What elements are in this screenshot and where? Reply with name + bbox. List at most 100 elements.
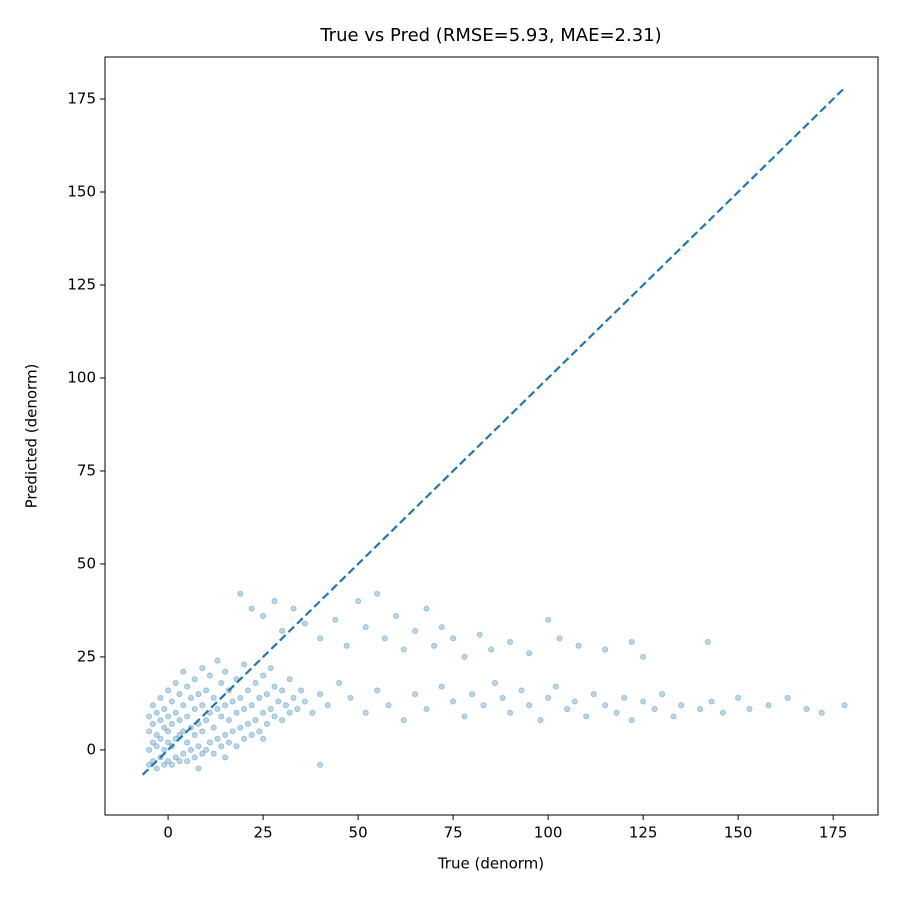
scatter-point: [184, 758, 191, 765]
scatter-point: [161, 705, 168, 712]
y-tick-label: 150: [67, 183, 96, 201]
scatter-point: [491, 679, 498, 686]
scatter-point: [176, 758, 183, 765]
scatter-point: [222, 668, 229, 675]
scatter-point: [704, 639, 711, 646]
scatter-point: [149, 702, 156, 709]
scatter-point: [286, 676, 293, 683]
scatter-point: [161, 724, 168, 731]
scatter-point: [222, 702, 229, 709]
scatter-point: [165, 758, 172, 765]
scatter-point: [438, 624, 445, 631]
x-axis-label: True (denorm): [437, 855, 544, 873]
scatter-point: [237, 694, 244, 701]
y-tick-label: 100: [67, 368, 96, 386]
scatter-point: [153, 732, 160, 739]
scatter-point: [263, 720, 270, 727]
scatter-point: [347, 694, 354, 701]
scatter-point: [157, 735, 164, 742]
scatter-point: [476, 631, 483, 638]
scatter-point: [210, 694, 217, 701]
scatter-point: [153, 743, 160, 750]
scatter-point: [146, 713, 153, 720]
scatter-point: [267, 665, 274, 672]
scatter-point: [210, 750, 217, 757]
scatter-point: [602, 646, 609, 653]
scatter-point: [301, 620, 308, 627]
x-tick-label: 0: [163, 824, 173, 842]
scatter-point: [818, 709, 825, 716]
scatter-point: [237, 724, 244, 731]
scatter-point: [218, 743, 225, 750]
x-tick-label: 150: [724, 824, 753, 842]
scatter-point: [735, 694, 742, 701]
scatter-point: [233, 709, 240, 716]
scatter-point: [317, 635, 324, 642]
scatter-point: [271, 713, 278, 720]
scatter-point: [180, 728, 187, 735]
scatter-point: [271, 598, 278, 605]
x-tick-label: 125: [629, 824, 658, 842]
y-tick-label: 75: [77, 461, 96, 479]
x-tick-label: 175: [819, 824, 848, 842]
chart-title: True vs Pred (RMSE=5.93, MAE=2.31): [319, 25, 661, 46]
scatter-point: [355, 598, 362, 605]
scatter-point: [640, 653, 647, 660]
scatter-point: [203, 687, 210, 694]
y-tick-label: 0: [86, 740, 96, 758]
scatter-point: [241, 705, 248, 712]
scatter-point: [659, 691, 666, 698]
scatter-point: [229, 698, 236, 705]
scatter-point: [841, 702, 848, 709]
scatter-point: [317, 691, 324, 698]
scatter-point: [172, 754, 179, 761]
x-tick-label: 50: [349, 824, 368, 842]
scatter-point: [400, 717, 407, 724]
y-tick-label: 125: [67, 275, 96, 293]
scatter-point: [191, 754, 198, 761]
scatter-point: [260, 709, 267, 716]
scatter-point: [199, 750, 206, 757]
plot-frame: [104, 56, 879, 816]
scatter-point: [172, 679, 179, 686]
scatter-point: [161, 761, 168, 768]
scatter-point: [332, 616, 339, 623]
scatter-point: [507, 709, 514, 716]
scatter-point: [233, 743, 240, 750]
scatter-point: [180, 668, 187, 675]
scatter-point: [412, 691, 419, 698]
scatter-point: [191, 705, 198, 712]
scatter-point: [423, 605, 430, 612]
scatter-point: [260, 735, 267, 742]
scatter-point: [275, 698, 282, 705]
scatter-point: [708, 698, 715, 705]
y-axis-label: Predicted (denorm): [23, 364, 41, 509]
scatter-point: [438, 683, 445, 690]
scatter-point: [248, 702, 255, 709]
scatter-point: [168, 761, 175, 768]
y-tick-label: 50: [77, 554, 96, 572]
scatter-point: [237, 590, 244, 597]
scatter-point: [613, 709, 620, 716]
scatter-point: [670, 713, 677, 720]
scatter-point: [191, 676, 198, 683]
scatter-point: [184, 739, 191, 746]
scatter-point: [165, 739, 172, 746]
scatter-point: [279, 717, 286, 724]
scatter-point: [180, 750, 187, 757]
scatter-point: [244, 720, 251, 727]
scatter-point: [507, 639, 514, 646]
scatter-point: [203, 717, 210, 724]
scatter-point: [172, 709, 179, 716]
scatter-point: [279, 687, 286, 694]
x-tick-label: 25: [254, 824, 273, 842]
scatter-point: [252, 679, 259, 686]
scatter-point: [165, 728, 172, 735]
scatter-point: [176, 717, 183, 724]
scatter-point: [678, 702, 685, 709]
scatter-point: [301, 698, 308, 705]
scatter-point: [298, 687, 305, 694]
scatter-point: [719, 709, 726, 716]
scatter-point: [784, 694, 791, 701]
scatter-point: [290, 605, 297, 612]
